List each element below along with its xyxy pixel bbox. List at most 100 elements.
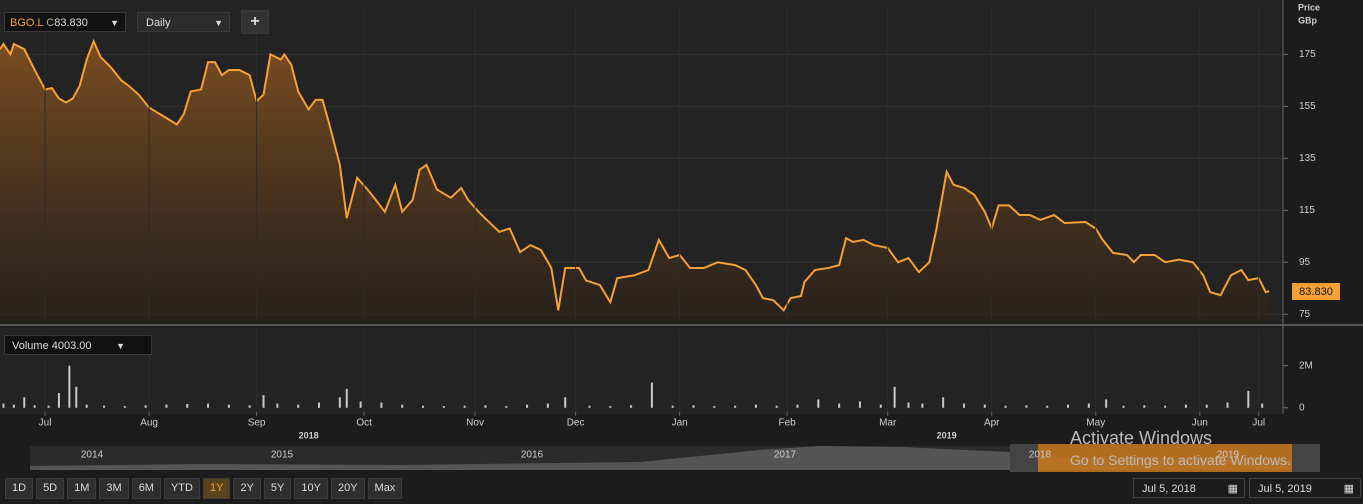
volume-bar	[1046, 405, 1049, 408]
volume-bar	[442, 406, 445, 408]
dropdown-arrow: ▼	[116, 341, 125, 351]
volume-panel	[0, 328, 1283, 414]
start-date-text: Jul 5, 2018	[1142, 483, 1196, 495]
x-tick-label: Mar	[879, 418, 897, 429]
range-button[interactable]: 6M	[131, 478, 161, 499]
volume-bar	[1122, 405, 1125, 408]
navigator-year: 2014	[81, 450, 104, 461]
volume-bar	[1247, 390, 1250, 408]
volume-bar	[297, 404, 300, 408]
x-tick-label: Dec	[567, 418, 585, 429]
volume-bar	[692, 405, 695, 408]
x-tick-label: May	[1086, 418, 1105, 429]
volume-bar	[879, 404, 882, 408]
x-tick-label: Sep	[248, 418, 266, 429]
volume-box[interactable]: Volume 4003.00 ▼	[4, 335, 152, 355]
volume-bar	[1184, 404, 1187, 408]
navigator-handle[interactable]	[1292, 444, 1320, 472]
x-tick-label: Feb	[779, 418, 797, 429]
range-button[interactable]: 5D	[36, 478, 65, 499]
range-button[interactable]: 2Y	[233, 478, 261, 499]
y-tick-label: 95	[1299, 257, 1311, 268]
range-button[interactable]: 10Y	[294, 478, 328, 499]
add-button[interactable]: +	[241, 10, 269, 34]
axis-title: Price	[1298, 2, 1320, 12]
calendar-icon: ▦	[1227, 483, 1238, 495]
navigator-year: 2017	[774, 450, 797, 461]
volume-bar	[564, 397, 567, 408]
range-button[interactable]: 20Y	[330, 478, 365, 499]
volume-bar	[75, 386, 78, 408]
volume-bar	[942, 397, 945, 408]
range-button[interactable]: 1D	[5, 478, 34, 499]
symbol-box[interactable]: BGO.L C83.830 ▼	[4, 12, 126, 32]
end-date[interactable]: Jul 5, 2019 ▦	[1249, 478, 1361, 498]
volume-bar	[422, 405, 425, 408]
x-tick-label: Nov	[466, 418, 484, 429]
last-price-tag	[1292, 283, 1340, 300]
volume-bar	[817, 399, 820, 408]
volume-bar	[165, 404, 168, 408]
volume-bar	[345, 388, 348, 408]
end-date-text: Jul 5, 2019	[1258, 483, 1312, 495]
volume-bar	[630, 405, 633, 408]
year-label: 2018	[299, 430, 319, 440]
volume-bar	[505, 406, 508, 408]
range-button[interactable]: YTD	[163, 478, 200, 499]
dropdown-arrow: ▼	[110, 18, 119, 28]
volume-bar	[921, 403, 924, 408]
volume-bar	[57, 393, 60, 408]
start-date[interactable]: Jul 5, 2018 ▦	[1133, 478, 1245, 498]
volume-bar	[318, 402, 321, 408]
navigator-handle[interactable]	[1010, 444, 1038, 472]
volume-bar	[12, 404, 15, 408]
y-tick-label: 0	[1299, 402, 1305, 413]
close-value: 83.830	[54, 17, 88, 29]
volume-bar	[838, 403, 841, 408]
volume-bar	[484, 405, 487, 408]
volume-bar	[1004, 405, 1007, 408]
range-button[interactable]: Max	[367, 478, 403, 499]
interval-select[interactable]: Daily ▼	[137, 12, 230, 32]
volume-bar	[207, 403, 210, 408]
navigator-year: 2018	[1029, 450, 1052, 461]
x-tick-label: Aug	[140, 418, 158, 429]
watermark-text: Go to Settings to activate Windows.	[1070, 452, 1291, 468]
volume-bar	[609, 406, 612, 408]
axis-unit: GBp	[1298, 15, 1318, 25]
y-tick-label: 2M	[1299, 360, 1313, 371]
range-button[interactable]: 1Y	[202, 478, 231, 499]
range-button[interactable]: 3M	[99, 478, 129, 499]
volume-bar	[1261, 403, 1264, 408]
x-tick-label: Oct	[356, 418, 372, 429]
navigator-window[interactable]	[1010, 444, 1314, 472]
volume-bar	[983, 404, 986, 408]
volume-bar	[359, 401, 362, 408]
volume-bar	[227, 404, 230, 408]
volume-bar	[85, 404, 88, 408]
volume-bar	[526, 404, 529, 408]
volume-bar	[1067, 404, 1070, 408]
volume-bar	[47, 405, 50, 408]
y-tick-label: 175	[1299, 49, 1316, 60]
close-prefix: C	[46, 17, 55, 29]
volume-bar	[1164, 405, 1167, 408]
range-button[interactable]: 1M	[67, 478, 97, 499]
volume-bar	[907, 402, 910, 408]
volume-bar	[650, 382, 653, 408]
area-fill	[0, 41, 1270, 323]
volume-bar	[962, 403, 965, 408]
volume-bar	[33, 405, 36, 408]
volume-bar	[858, 401, 861, 408]
interval: Daily	[146, 17, 171, 29]
y-tick-label: 135	[1299, 153, 1316, 164]
range-button[interactable]: 5Y	[263, 478, 292, 499]
volume-bar	[380, 402, 383, 408]
volume-bar	[754, 404, 757, 408]
x-tick-label: Jul	[39, 418, 52, 429]
symbol: BGO.L	[10, 17, 44, 29]
volume-bar	[2, 403, 5, 408]
y-tick-label: 155	[1299, 101, 1316, 112]
